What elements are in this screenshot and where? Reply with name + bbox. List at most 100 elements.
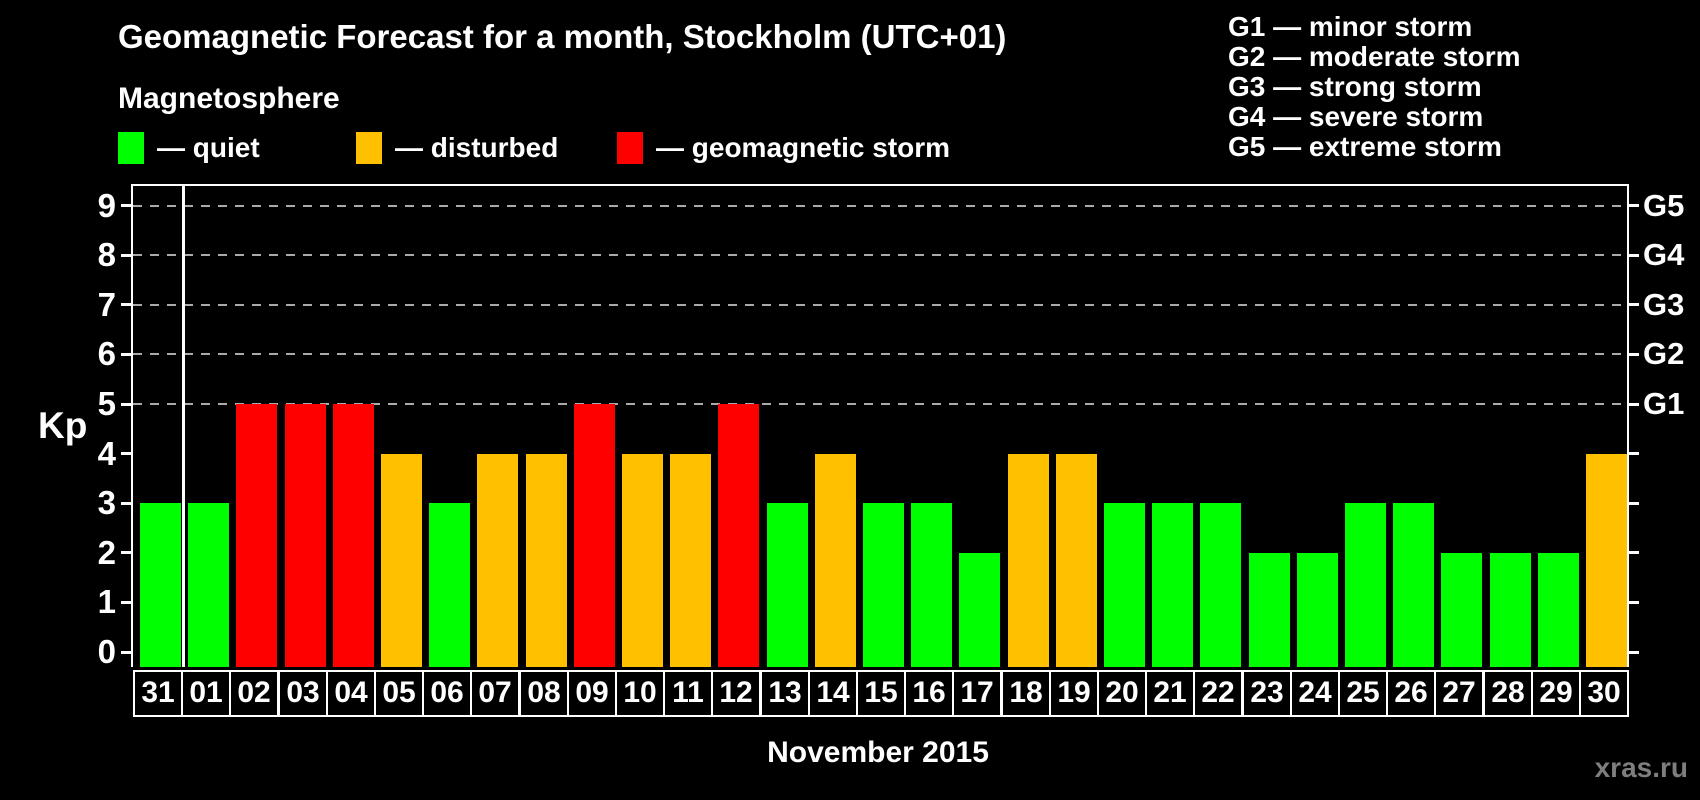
kp-bar-day-14 [815,453,856,667]
kp-bar-day-26 [1393,503,1434,667]
y-tick-label-0: 0 [97,633,116,670]
y-tick-left-6 [121,352,131,356]
day-cell-10: 10 [615,670,665,717]
legend-item-storm: — geomagnetic storm [617,131,950,165]
day-cell-29: 29 [1531,670,1581,717]
day-cell-02: 02 [229,670,279,717]
month-separator-line [182,186,185,667]
y-tick-label-9: 9 [97,186,116,224]
day-cell-05: 05 [374,670,424,717]
kp-bar-day-22 [1200,503,1241,667]
kp-bar-day-08 [526,453,567,667]
y-tick-left-2 [121,551,131,555]
y-tick-left-3 [121,501,131,505]
g-axis-label-G2: G2 [1643,336,1685,372]
legend-label-disturbed: — disturbed [395,132,559,163]
y-tick-left-0 [121,650,131,654]
y-tick-right-2 [1629,551,1639,555]
g-axis-label-G3: G3 [1643,286,1685,322]
kp-bar-day-11 [670,453,711,667]
day-cell-06: 06 [422,670,472,717]
kp-bar-day-28 [1490,552,1531,667]
kp-bar-day-06 [429,503,470,667]
day-cell-19: 19 [1049,670,1099,717]
y-tick-left-9 [121,204,131,208]
legend-item-disturbed: — disturbed [356,131,558,165]
kp-bar-day-19 [1056,453,1097,667]
legend-swatch-disturbed [356,132,382,164]
day-cell-21: 21 [1145,670,1195,717]
day-cell-11: 11 [663,670,713,717]
y-tick-label-1: 1 [97,583,116,621]
y-tick-right-4 [1629,452,1639,456]
kp-bar-day-21 [1152,503,1193,667]
legend-item-quiet: — quiet [118,131,260,165]
kp-bar-day-15 [863,503,904,667]
kp-bar-day-29 [1538,552,1579,667]
day-cell-20: 20 [1097,670,1147,717]
y-tick-left-5 [121,402,131,406]
y-tick-left-8 [121,253,131,257]
day-cell-15: 15 [856,670,906,717]
g-legend-line-3: G3 — strong storm [1228,71,1482,102]
day-cell-25: 25 [1338,670,1388,717]
y-tick-right-0 [1629,650,1639,654]
g-legend-line-5: G5 — extreme storm [1228,131,1502,162]
kp-bar-day-09 [574,404,615,667]
day-cell-01: 01 [181,670,231,717]
day-cell-23: 23 [1242,670,1292,717]
g-axis-label-G5: G5 [1643,187,1685,223]
kp-bar-day-12 [718,404,759,667]
g-axis-label-G1: G1 [1643,386,1685,421]
y-tick-right-9 [1629,204,1639,208]
watermark: xras.ru [1594,752,1688,783]
x-axis-day-row: 31 01 02 03 04 05 06 07 08 09 10 11 12 13 14 15 16 17 18 19… [133,670,1638,717]
kp-bar-day-18 [1008,453,1049,667]
kp-bar-day-07 [477,453,518,667]
legend-swatch-storm [617,132,643,164]
kp-bar-day-31 [140,503,181,667]
legend-label-storm: — geomagnetic storm [656,132,951,163]
y-tick-right-6 [1629,352,1639,356]
plot-area: 0 1 2 3 4 5 6 7 8 9 G1 G2 G3 G4 G5 [98,184,1684,670]
x-axis-title: November 2015 [767,736,989,769]
g-axis-label-G4: G4 [1643,237,1685,273]
kp-bar-day-27 [1441,552,1482,667]
day-cell-26: 26 [1386,670,1436,717]
day-cell-27: 27 [1434,670,1484,717]
kp-bar-day-20 [1104,503,1145,667]
day-cell-17: 17 [952,670,1002,717]
kp-bar-day-30 [1586,453,1627,667]
y-tick-left-7 [121,303,131,307]
kp-bar-day-02 [236,404,277,667]
y-tick-label-7: 7 [97,285,116,323]
day-cell-08: 08 [519,670,569,717]
y-tick-right-3 [1629,501,1639,505]
day-cell-30: 30 [1579,670,1629,717]
legend-swatch-quiet [118,132,144,164]
y-axis-title: Kp [38,405,88,446]
y-tick-label-5: 5 [97,385,116,422]
day-cell-16: 16 [904,670,954,717]
gridline-kp9 [133,204,1627,207]
day-cell-28: 28 [1483,670,1533,717]
day-cell-12: 12 [711,670,761,717]
kp-bar-day-10 [622,453,663,667]
g-scale-legend: G1 — minor storm G2 — moderate storm G3 … [1228,12,1521,162]
y-tick-label-4: 4 [97,434,116,472]
day-cell-31: 31 [133,670,183,717]
y-tick-label-2: 2 [97,533,116,571]
legend-label-quiet: — quiet [157,132,260,163]
g-legend-line-2: G2 — moderate storm [1228,41,1521,72]
day-cell-09: 09 [567,670,617,717]
y-tick-left-1 [121,600,131,604]
kp-bar-day-17 [959,552,1000,667]
g-legend-line-1: G1 — minor storm [1228,11,1473,42]
day-cell-04: 04 [326,670,376,717]
gridline-kp5 [133,403,1627,405]
kp-bar-day-05 [381,453,422,667]
day-cell-03: 03 [278,670,328,717]
day-cell-22: 22 [1193,670,1243,717]
y-tick-label-3: 3 [97,484,116,522]
y-tick-right-7 [1629,303,1639,307]
